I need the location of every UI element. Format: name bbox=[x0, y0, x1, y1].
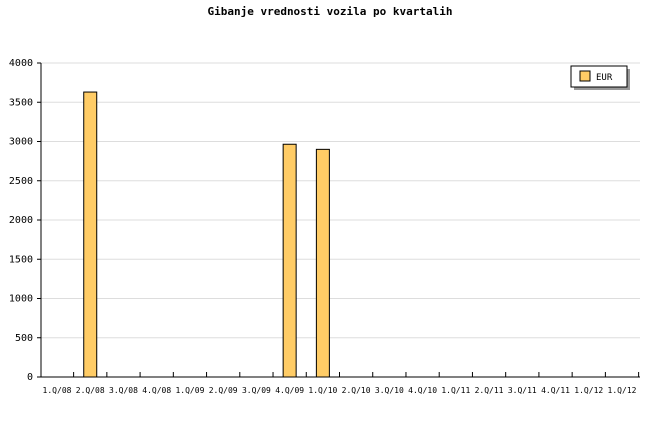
x-tick-label: 1.Q/09 bbox=[175, 386, 204, 395]
x-tick-label: 3.Q/08 bbox=[109, 386, 138, 395]
y-tick-label: 1500 bbox=[9, 254, 33, 265]
x-tick-label: 2.Q/09 bbox=[209, 386, 238, 395]
y-tick-label: 4000 bbox=[9, 58, 33, 69]
legend: EUR bbox=[570, 65, 630, 90]
x-tick-label: 1.Q/11 bbox=[441, 386, 470, 395]
x-tick-label: 3.Q/10 bbox=[375, 386, 404, 395]
y-tick-label: 2000 bbox=[9, 215, 33, 226]
x-tick-label: 1.Q/12 bbox=[608, 386, 637, 395]
chart-title: Gibanje vrednosti vozila po kvartalih bbox=[207, 5, 452, 18]
x-tick-label: 2.Q/11 bbox=[475, 386, 504, 395]
x-tick-label: 1.Q/10 bbox=[308, 386, 337, 395]
x-tick-label: 2.Q/08 bbox=[76, 386, 105, 395]
x-tick-label: 4.Q/11 bbox=[541, 386, 570, 395]
x-tick-label: 3.Q/11 bbox=[508, 386, 537, 395]
y-tick-label: 2500 bbox=[9, 176, 33, 187]
x-tick-label: 2.Q/10 bbox=[342, 386, 371, 395]
x-tick-label: 3.Q/09 bbox=[242, 386, 271, 395]
bar-2.Q/08 bbox=[83, 91, 98, 378]
x-tick-label: 4.Q/09 bbox=[275, 386, 304, 395]
x-tick-label: 1.Q/12 bbox=[574, 386, 603, 395]
bar-4.Q/09 bbox=[282, 143, 297, 378]
y-tick-label: 3000 bbox=[9, 137, 33, 148]
x-tick-label: 1.Q/08 bbox=[43, 386, 72, 395]
bar-1.Q/10 bbox=[315, 148, 330, 378]
y-tick-label: 3500 bbox=[9, 97, 33, 108]
y-tick-label: 500 bbox=[15, 333, 33, 344]
x-tick-label: 4.Q/08 bbox=[142, 386, 171, 395]
legend-label-eur: EUR bbox=[596, 73, 613, 83]
legend-swatch-eur bbox=[579, 70, 591, 82]
y-tick-label: 1000 bbox=[9, 294, 33, 305]
x-tick-label: 4.Q/10 bbox=[408, 386, 437, 395]
y-tick-label: 0 bbox=[27, 372, 33, 383]
